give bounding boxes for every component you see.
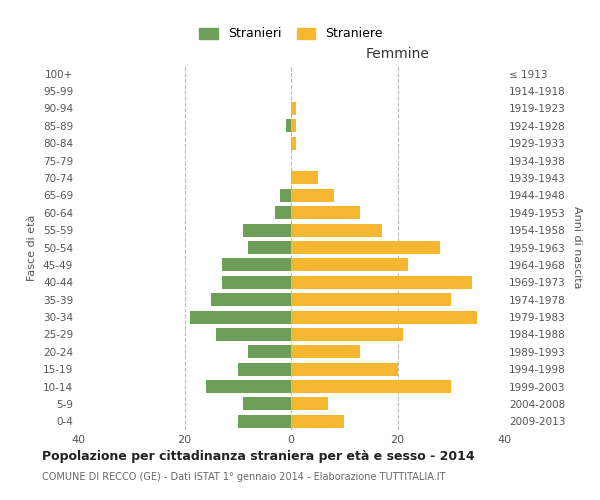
Legend: Stranieri, Straniere: Stranieri, Straniere <box>199 28 383 40</box>
Y-axis label: Fasce di età: Fasce di età <box>28 214 37 280</box>
Bar <box>291 398 328 410</box>
Bar <box>291 258 408 272</box>
Bar <box>291 189 334 202</box>
Bar <box>291 224 382 236</box>
Bar <box>238 415 291 428</box>
Bar <box>222 258 291 272</box>
Bar <box>291 276 472 289</box>
Bar <box>243 224 291 236</box>
Y-axis label: Anni di nascita: Anni di nascita <box>572 206 582 289</box>
Text: Popolazione per cittadinanza straniera per età e sesso - 2014: Popolazione per cittadinanza straniera p… <box>42 450 475 463</box>
Bar <box>291 328 403 341</box>
Bar <box>238 362 291 376</box>
Bar <box>286 120 291 132</box>
Bar <box>291 310 478 324</box>
Bar <box>291 120 296 132</box>
Bar <box>275 206 291 220</box>
Bar <box>291 136 296 149</box>
Text: COMUNE DI RECCO (GE) - Dati ISTAT 1° gennaio 2014 - Elaborazione TUTTITALIA.IT: COMUNE DI RECCO (GE) - Dati ISTAT 1° gen… <box>42 472 445 482</box>
Bar <box>190 310 291 324</box>
Bar <box>291 362 398 376</box>
Bar <box>291 346 360 358</box>
Bar <box>211 293 291 306</box>
Bar <box>248 241 291 254</box>
Bar <box>291 241 440 254</box>
Bar <box>222 276 291 289</box>
Bar <box>291 380 451 393</box>
Bar <box>291 102 296 115</box>
Bar <box>291 415 344 428</box>
Bar <box>280 189 291 202</box>
Bar <box>217 328 291 341</box>
Bar <box>248 346 291 358</box>
Bar <box>291 206 360 220</box>
Bar <box>206 380 291 393</box>
Bar <box>291 172 317 184</box>
Bar <box>243 398 291 410</box>
Text: Femmine: Femmine <box>365 48 430 62</box>
Bar <box>291 293 451 306</box>
